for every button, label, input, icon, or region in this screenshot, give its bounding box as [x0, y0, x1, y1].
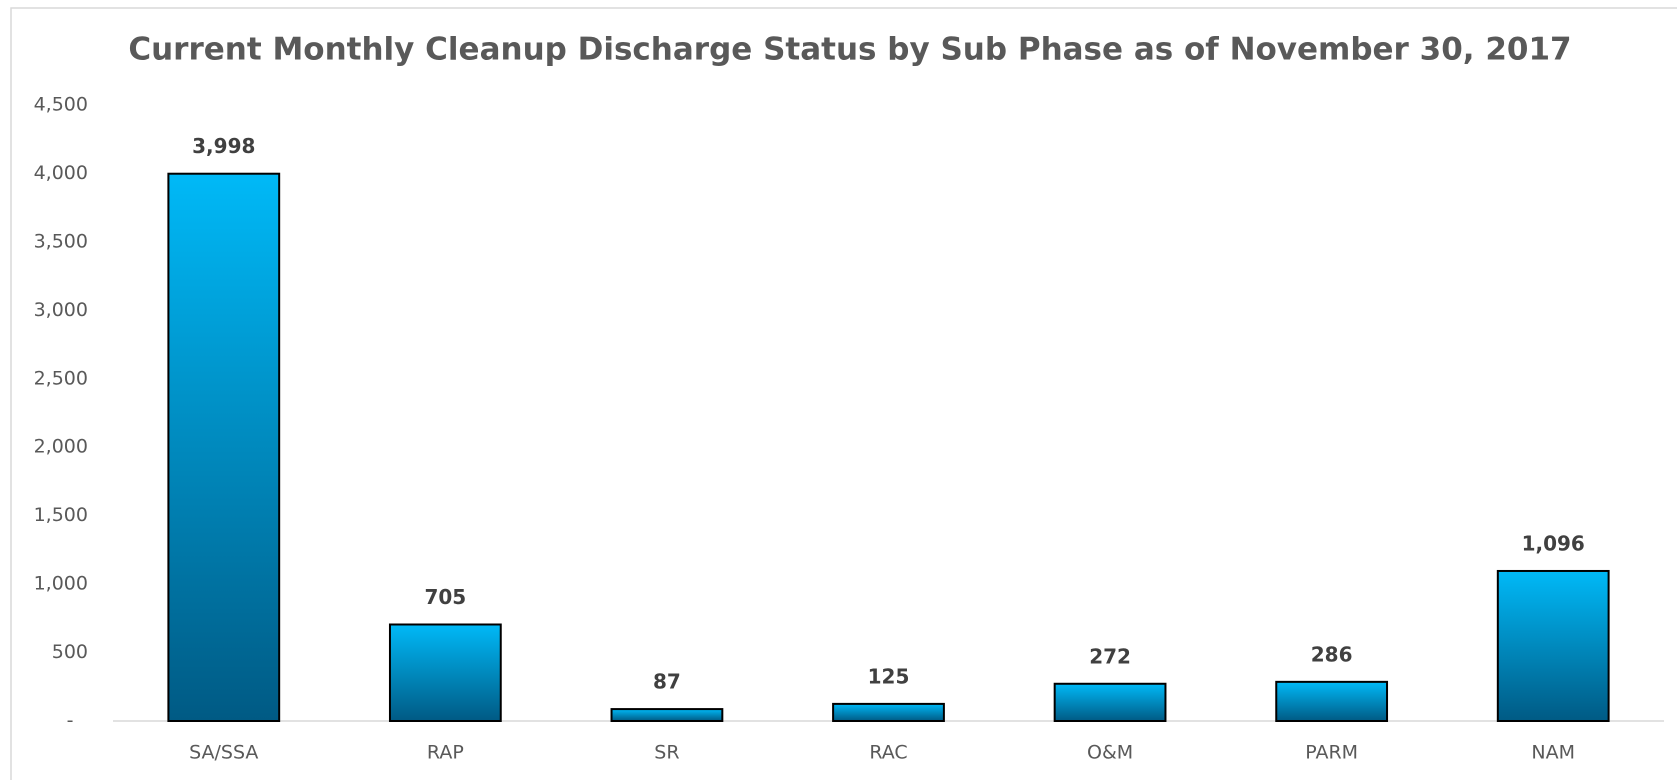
x-tick-label: O&M	[1087, 742, 1133, 764]
y-tick-label: 2,500	[34, 367, 88, 389]
y-tick-label: 1,500	[34, 504, 88, 526]
data-label: 87	[653, 670, 681, 694]
x-tick-label: PARM	[1305, 742, 1358, 764]
bar	[610, 708, 724, 722]
bar	[388, 623, 502, 723]
y-tick-label: 4,000	[34, 162, 88, 184]
y-tick-label: -	[67, 710, 74, 732]
data-label: 125	[868, 664, 910, 688]
data-label: 1,096	[1522, 531, 1585, 555]
data-label: 3,998	[192, 134, 255, 158]
bar	[167, 172, 281, 723]
y-tick-label: 3,000	[34, 299, 88, 321]
y-tick-label: 500	[52, 641, 88, 663]
x-tick-label: SA/SSA	[189, 742, 258, 764]
bar	[1496, 569, 1610, 723]
bar	[1275, 680, 1389, 723]
bar	[1053, 682, 1167, 723]
x-tick-label: SR	[654, 742, 679, 764]
data-label: 286	[1311, 642, 1353, 666]
data-label: 705	[424, 585, 466, 609]
y-tick-label: 3,500	[34, 230, 88, 252]
x-tick-label: NAM	[1531, 742, 1575, 764]
y-tick-label: 1,000	[34, 573, 88, 595]
y-tick-label: 2,000	[34, 436, 88, 458]
chart-frame	[10, 7, 1677, 784]
x-tick-label: RAP	[427, 742, 464, 764]
data-label: 272	[1089, 644, 1131, 668]
x-tick-label: RAC	[869, 742, 907, 764]
bar	[832, 702, 945, 723]
chart-title: Current Monthly Cleanup Discharge Status…	[128, 32, 1571, 68]
y-tick-label: 4,500	[34, 94, 88, 116]
